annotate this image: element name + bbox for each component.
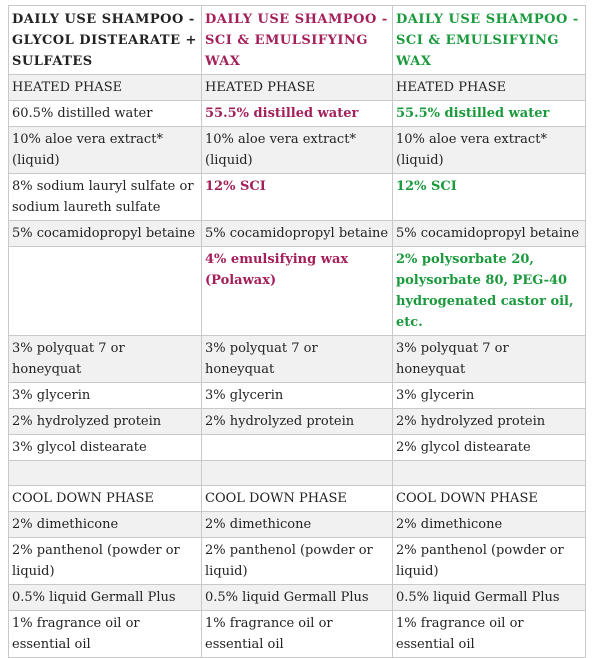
table-cell-highlight: 55.5% distilled water <box>201 100 393 127</box>
table-row: HEATED PHASE HEATED PHASE HEATED PHASE <box>8 74 586 101</box>
table-row: 3% polyquat 7 or honeyquat 3% polyquat 7… <box>8 335 586 383</box>
header-sci-emulsifying-wax-green: DAILY USE SHAMPOO - SCI & EMULSIFYING WA… <box>392 5 586 75</box>
table-cell: 5% cocamidopropyl betaine <box>392 220 586 247</box>
table-cell: 10% aloe vera extract* (liquid) <box>392 126 586 174</box>
header-sci-emulsifying-wax-purple: DAILY USE SHAMPOO - SCI & EMULSIFYING WA… <box>201 5 393 75</box>
table-body: HEATED PHASE HEATED PHASE HEATED PHASE 6… <box>8 74 586 658</box>
table-cell-highlight: 12% SCI <box>201 173 393 221</box>
table-row: 3% glycerin 3% glycerin 3% glycerin <box>8 382 586 409</box>
table-cell: 0.5% liquid Germall Plus <box>8 584 202 611</box>
table-cell: 3% glycerin <box>392 382 586 409</box>
table-cell-empty <box>392 460 586 486</box>
table-cell: 2% hydrolyzed protein <box>201 408 393 435</box>
table-cell-empty <box>8 246 202 336</box>
table-cell-highlight: 2% polysorbate 20, polysorbate 80, PEG-4… <box>392 246 586 336</box>
table-cell: 8% sodium lauryl sulfate or sodium laure… <box>8 173 202 221</box>
table-cell: 60.5% distilled water <box>8 100 202 127</box>
table-cell-empty <box>201 460 393 486</box>
table-cell: 2% dimethicone <box>8 511 202 538</box>
table-cell: 3% glycol distearate <box>8 434 202 461</box>
table-row: 10% aloe vera extract* (liquid) 10% aloe… <box>8 126 586 174</box>
table-cell: 2% glycol distearate <box>392 434 586 461</box>
table-row: 2% dimethicone 2% dimethicone 2% dimethi… <box>8 511 586 538</box>
table-cell-highlight: 55.5% distilled water <box>392 100 586 127</box>
table-row: 60.5% distilled water 55.5% distilled wa… <box>8 100 586 127</box>
table-cell: 0.5% liquid Germall Plus <box>201 584 393 611</box>
table-cell: 3% polyquat 7 or honeyquat <box>201 335 393 383</box>
table-cell: 5% cocamidopropyl betaine <box>8 220 202 247</box>
table-row: 2% panthenol (powder or liquid) 2% panth… <box>8 537 586 585</box>
heated-phase-label: HEATED PHASE <box>392 74 586 101</box>
cool-down-phase-label: COOL DOWN PHASE <box>201 485 393 512</box>
recipe-comparison-table: DAILY USE SHAMPOO - GLYCOL DISTEARATE + … <box>8 5 586 658</box>
table-cell-highlight: 4% emulsifying wax (Polawax) <box>201 246 393 336</box>
table-cell: 1% fragrance oil or essential oil <box>8 610 202 658</box>
heated-phase-label: HEATED PHASE <box>201 74 393 101</box>
cool-down-phase-label: COOL DOWN PHASE <box>392 485 586 512</box>
heated-phase-label: HEATED PHASE <box>8 74 202 101</box>
table-row: 0.5% liquid Germall Plus 0.5% liquid Ger… <box>8 584 586 611</box>
table-row: 5% cocamidopropyl betaine 5% cocamidopro… <box>8 220 586 247</box>
table-cell: 2% hydrolyzed protein <box>8 408 202 435</box>
table-cell: 2% panthenol (powder or liquid) <box>392 537 586 585</box>
table-row: 3% glycol distearate 2% glycol distearat… <box>8 434 586 461</box>
table-row: 2% hydrolyzed protein 2% hydrolyzed prot… <box>8 408 586 435</box>
table-row: 1% fragrance oil or essential oil 1% fra… <box>8 610 586 658</box>
table-row: COOL DOWN PHASE COOL DOWN PHASE COOL DOW… <box>8 485 586 512</box>
table-cell: 10% aloe vera extract* (liquid) <box>8 126 202 174</box>
table-cell: 2% panthenol (powder or liquid) <box>8 537 202 585</box>
table-row: 8% sodium lauryl sulfate or sodium laure… <box>8 173 586 221</box>
table-cell: 3% glycerin <box>201 382 393 409</box>
table-cell: 0.5% liquid Germall Plus <box>392 584 586 611</box>
header-glycol-distearate-sulfates: DAILY USE SHAMPOO - GLYCOL DISTEARATE + … <box>8 5 202 75</box>
table-cell: 2% dimethicone <box>201 511 393 538</box>
table-row: 4% emulsifying wax (Polawax) 2% polysorb… <box>8 246 586 336</box>
cool-down-phase-label: COOL DOWN PHASE <box>8 485 202 512</box>
table-cell-empty <box>8 460 202 486</box>
table-cell: 2% panthenol (powder or liquid) <box>201 537 393 585</box>
table-cell: 2% dimethicone <box>392 511 586 538</box>
table-cell: 1% fragrance oil or essential oil <box>392 610 586 658</box>
table-cell: 5% cocamidopropyl betaine <box>201 220 393 247</box>
table-cell: 3% glycerin <box>8 382 202 409</box>
table-cell: 10% aloe vera extract* (liquid) <box>201 126 393 174</box>
table-cell: 3% polyquat 7 or honeyquat <box>8 335 202 383</box>
table-row-spacer <box>8 460 586 486</box>
table-cell-highlight: 12% SCI <box>392 173 586 221</box>
table-cell: 2% hydrolyzed protein <box>392 408 586 435</box>
header-row: DAILY USE SHAMPOO - GLYCOL DISTEARATE + … <box>8 5 586 75</box>
table-cell: 1% fragrance oil or essential oil <box>201 610 393 658</box>
table-cell-empty <box>201 434 393 461</box>
table-header: DAILY USE SHAMPOO - GLYCOL DISTEARATE + … <box>8 5 586 75</box>
table-cell: 3% polyquat 7 or honeyquat <box>392 335 586 383</box>
